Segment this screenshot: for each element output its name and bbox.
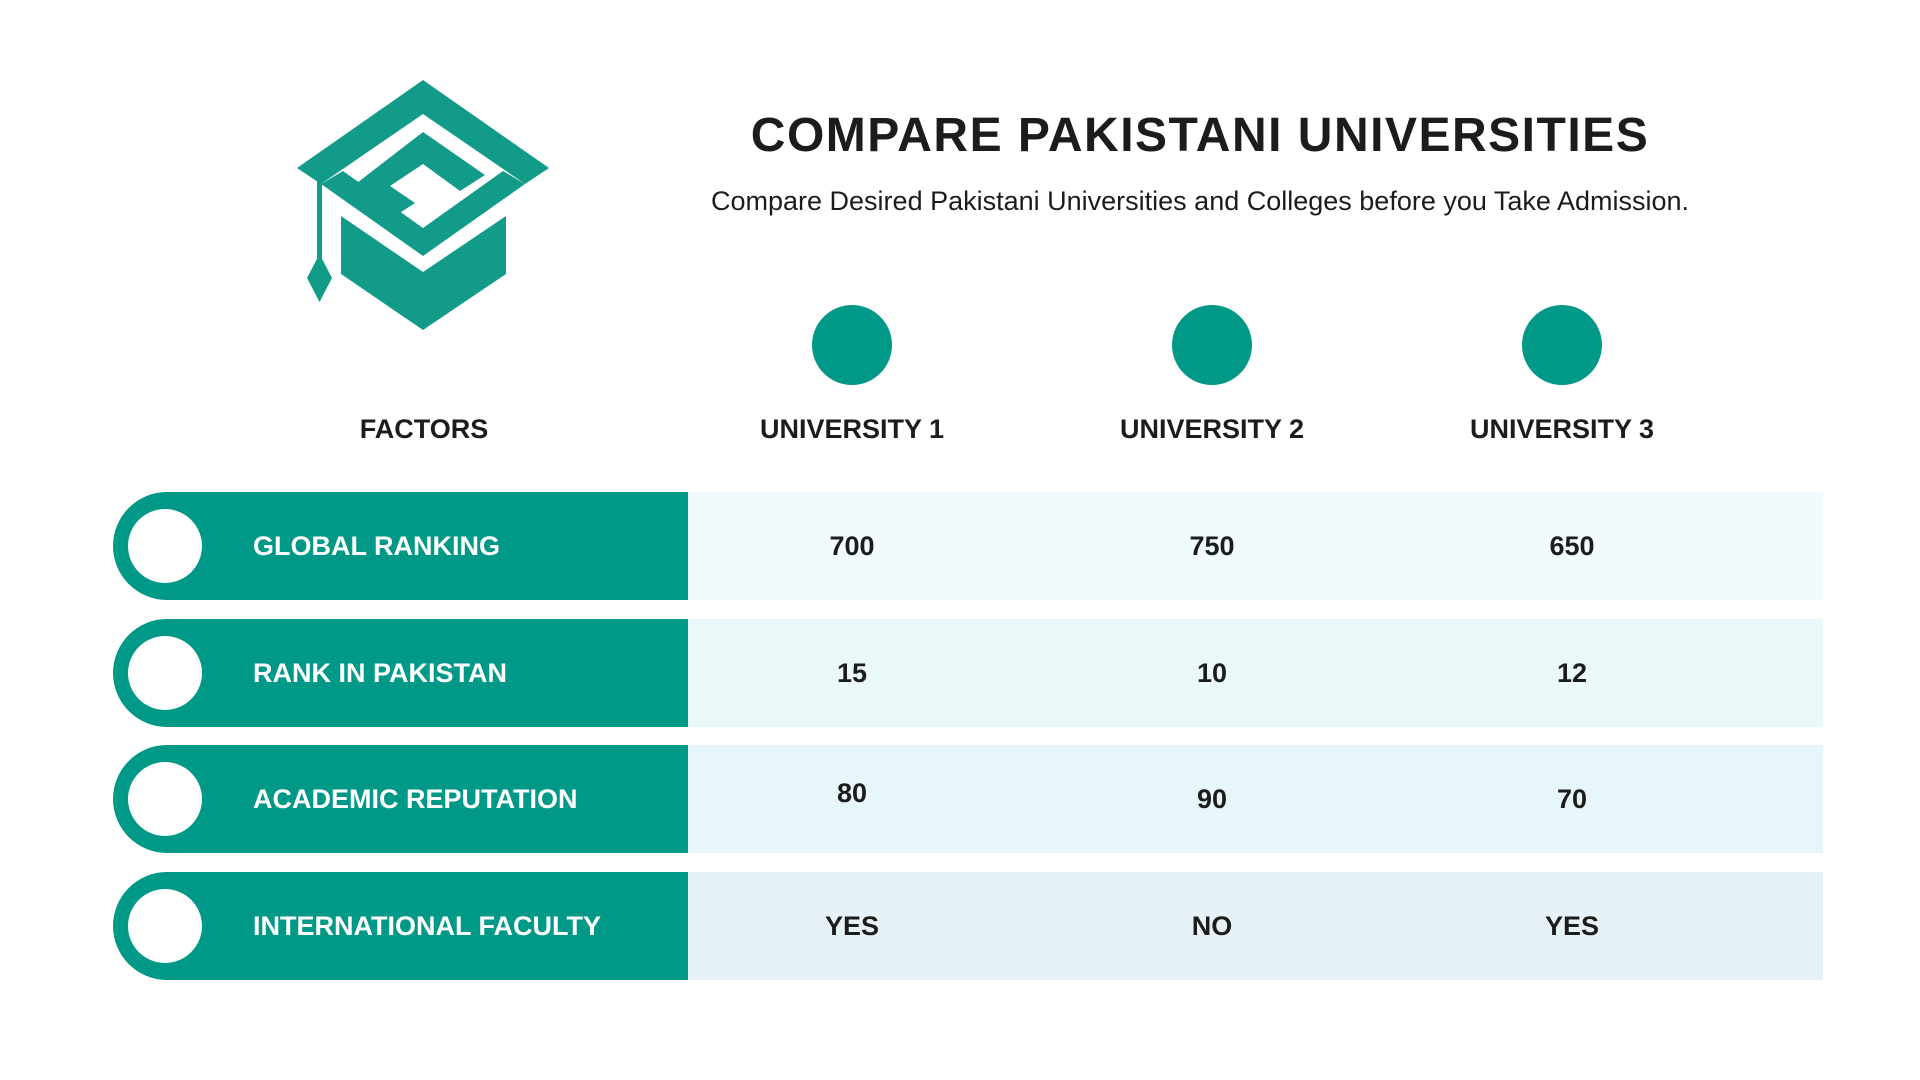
university-2-value: 90 [1196,784,1228,814]
factor-circle-icon [128,762,202,836]
page-subtitle: Compare Desired Pakistani Universities a… [711,186,1689,216]
row-band [688,492,1823,600]
university-2-value: 750 [1189,531,1235,561]
tassel-cord [317,180,322,260]
factor-circle-icon [128,509,202,583]
factor-label: INTERNATIONAL FACULTY [253,911,601,941]
row-band [688,745,1823,853]
university-1-dot [812,305,892,385]
university-3-value: 650 [1549,531,1595,561]
university-2-dot [1172,305,1252,385]
university-2-value: NO [1191,911,1233,941]
s-stroke-upper [353,132,485,216]
university-3-value: 70 [1556,784,1588,814]
university-1-value: 700 [829,531,875,561]
factor-pill: INTERNATIONAL FACULTY [113,872,688,980]
university-1-value: 80 [836,778,868,808]
row-band [688,872,1823,980]
factor-label: RANK IN PAKISTAN [253,658,507,688]
graduation-cap-logo-icon [297,80,549,330]
tassel-tip [307,254,332,302]
university-1-value: 15 [836,658,868,688]
table-row-rank-in-pakistan: RANK IN PAKISTAN 15 10 12 [113,619,1823,727]
university-2-column-header: UNIVERSITY 2 [1119,414,1305,444]
factor-circle-icon [128,636,202,710]
factor-label: GLOBAL RANKING [253,531,500,561]
factor-label: ACADEMIC REPUTATION [253,784,578,814]
university-3-dot [1522,305,1602,385]
factor-circle-icon [128,889,202,963]
factor-pill: GLOBAL RANKING [113,492,688,600]
university-2-value: 10 [1196,658,1228,688]
university-1-value: YES [824,911,880,941]
university-3-value: YES [1544,911,1600,941]
university-3-value: 12 [1556,658,1588,688]
factors-column-header: FACTORS [359,414,489,444]
table-row-international-faculty: INTERNATIONAL FACULTY YES NO YES [113,872,1823,980]
factor-pill: RANK IN PAKISTAN [113,619,688,727]
cap-base [341,216,506,330]
table-row-academic-reputation: ACADEMIC REPUTATION 80 90 70 [113,745,1823,853]
table-row-global-ranking: GLOBAL RANKING 700 750 650 [113,492,1823,600]
page-title: COMPARE PAKISTANI UNIVERSITIES [750,109,1650,162]
university-3-column-header: UNIVERSITY 3 [1469,414,1655,444]
university-1-column-header: UNIVERSITY 1 [759,414,945,444]
row-band [688,619,1823,727]
cap-board [297,80,549,184]
factor-pill: ACADEMIC REPUTATION [113,745,688,853]
